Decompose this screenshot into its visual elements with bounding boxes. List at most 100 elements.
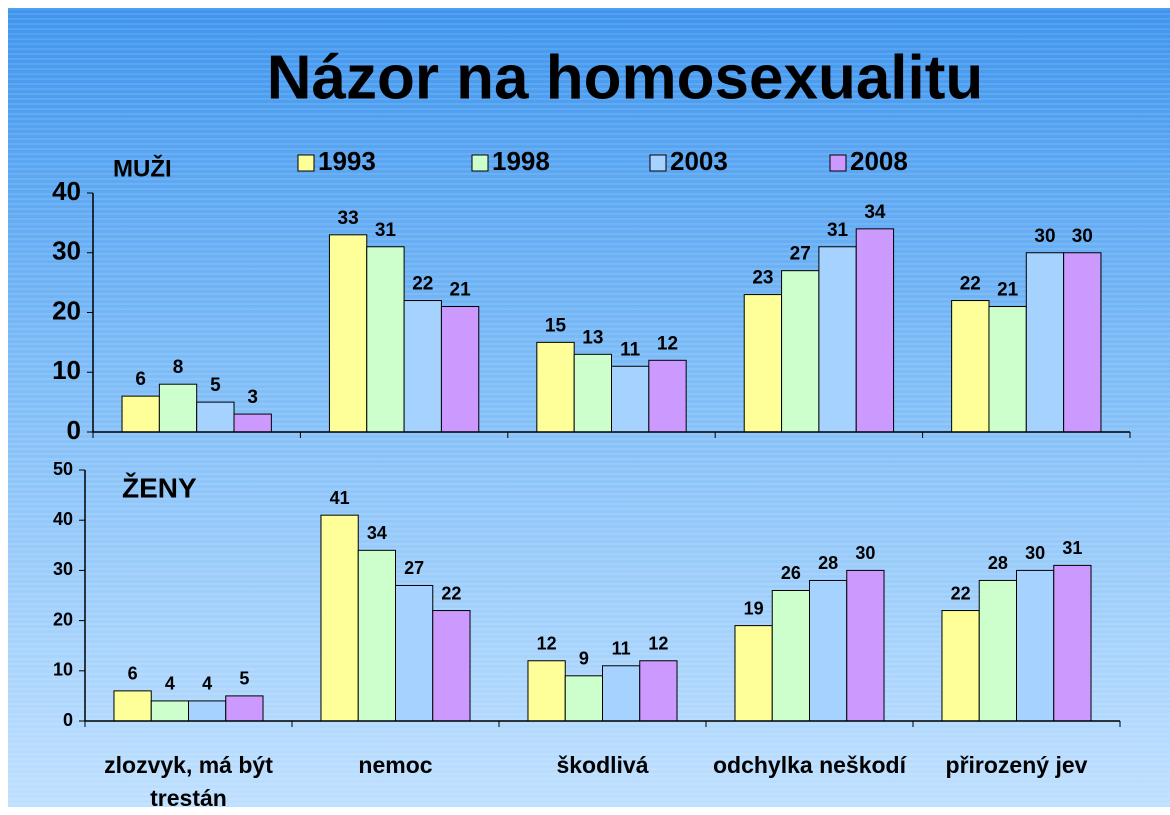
bar (809, 579, 848, 722)
bar (188, 700, 227, 722)
bar (328, 234, 368, 433)
data-label: 34 (864, 202, 886, 223)
data-label: 12 (537, 634, 557, 654)
bar (639, 660, 678, 722)
panel-label: ŽENY (122, 472, 197, 503)
chart-title: Názor na homosexualitu (267, 43, 984, 112)
legend-label: 2008 (850, 146, 908, 176)
y-tick-label: 20 (52, 295, 81, 325)
y-tick-label: 0 (63, 710, 73, 730)
y-tick-label: 20 (53, 609, 73, 629)
bar (395, 584, 434, 722)
legend-swatch (297, 154, 315, 172)
bar (432, 610, 471, 722)
data-label: 11 (620, 339, 641, 360)
data-label: 30 (1072, 226, 1093, 247)
bar (602, 665, 641, 722)
legend-label: 1993 (318, 146, 376, 176)
bar (150, 700, 190, 722)
bar (440, 306, 480, 433)
bar (196, 401, 235, 433)
bar (121, 395, 160, 433)
data-label: 11 (612, 639, 631, 659)
data-label: 22 (412, 274, 433, 295)
bar (781, 270, 820, 433)
data-label: 12 (657, 333, 678, 354)
y-tick-label: 50 (53, 459, 73, 479)
data-label: 21 (997, 280, 1019, 301)
bar (527, 660, 566, 722)
data-label: 27 (790, 244, 811, 265)
data-label: 15 (545, 315, 567, 336)
bar (357, 549, 396, 722)
bar (941, 610, 980, 722)
bar (611, 365, 650, 433)
data-label: 4 (165, 674, 175, 694)
bar (113, 690, 152, 722)
y-tick-label: 40 (53, 509, 73, 529)
data-label: 22 (960, 274, 981, 295)
bar (743, 294, 783, 433)
bar (158, 383, 198, 433)
legend-swatch (471, 154, 489, 172)
bar (225, 695, 264, 722)
bar (771, 589, 810, 722)
data-label: 13 (582, 327, 603, 348)
data-label: 5 (239, 669, 249, 689)
y-tick-label: 0 (67, 415, 81, 445)
bar (846, 569, 885, 722)
bar (320, 514, 359, 722)
bar (366, 246, 405, 433)
data-label: 34 (367, 523, 387, 543)
data-label: 22 (951, 583, 971, 603)
legend-swatch (649, 154, 667, 172)
data-label: 4 (202, 674, 212, 694)
data-label: 28 (818, 553, 838, 573)
bar (233, 413, 272, 433)
data-label: 41 (330, 488, 350, 508)
data-label: 8 (173, 357, 184, 378)
x-tick-label: škodlivá (556, 752, 649, 778)
bar (818, 246, 857, 433)
data-label: 31 (1062, 538, 1082, 558)
bar (403, 300, 442, 433)
bar (988, 306, 1027, 433)
data-label: 21 (450, 280, 472, 301)
data-label: 31 (827, 220, 849, 241)
data-label: 28 (988, 553, 1008, 573)
y-tick-label: 40 (52, 176, 81, 206)
bar (855, 228, 895, 433)
legend-swatch (829, 154, 847, 172)
bar (536, 341, 575, 433)
x-tick-label: přirozený jev (945, 752, 1088, 778)
data-label: 33 (338, 208, 359, 229)
data-label: 27 (404, 558, 424, 578)
panel-label: MUŽI (113, 154, 172, 182)
legend-label: 2003 (670, 146, 728, 176)
data-label: 30 (855, 543, 875, 563)
y-tick-label: 30 (53, 559, 73, 579)
y-tick-label: 10 (53, 660, 73, 680)
bar (951, 300, 990, 433)
y-tick-label: 10 (52, 355, 81, 385)
data-label: 6 (135, 369, 146, 390)
bar (1053, 564, 1092, 722)
y-tick-label: 30 (52, 236, 81, 266)
bar (1063, 252, 1102, 433)
bar (564, 675, 603, 722)
x-tick-label: nemoc (358, 752, 433, 778)
data-label: 23 (752, 268, 773, 289)
data-label: 31 (375, 220, 397, 241)
bar (1016, 569, 1055, 722)
bar (648, 359, 687, 433)
data-label: 6 (128, 664, 138, 684)
bar (1025, 252, 1065, 433)
data-label: 19 (744, 598, 764, 618)
x-tick-label: zlozvyk, má být trestán (104, 752, 273, 811)
data-label: 26 (781, 563, 801, 583)
bar (734, 625, 773, 722)
data-label: 3 (247, 387, 258, 408)
data-label: 30 (1025, 543, 1045, 563)
